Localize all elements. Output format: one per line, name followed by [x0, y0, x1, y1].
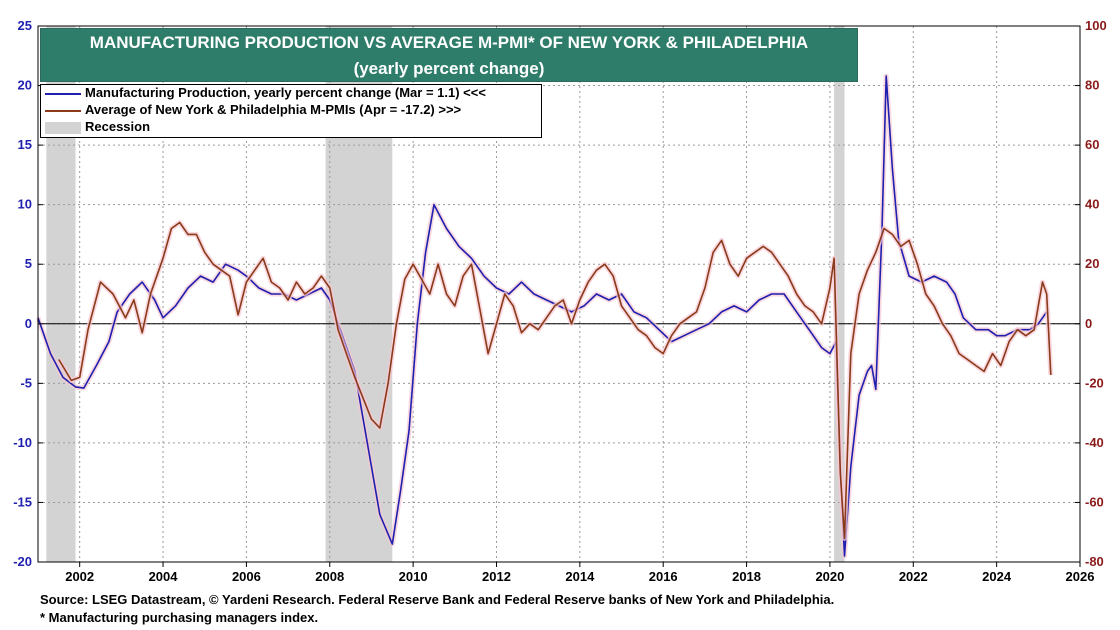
right-tick-label: 20 — [1085, 256, 1099, 271]
chart-title: MANUFACTURING PRODUCTION VS AVERAGE M-PM… — [89, 33, 809, 52]
footnote: * Manufacturing purchasing managers inde… — [40, 610, 319, 625]
legend-item-production: Manufacturing Production, yearly percent… — [41, 85, 541, 103]
x-tick-label: 2016 — [649, 569, 678, 584]
left-axis-ticks: -20 -15 -10 -5 0 5 10 15 20 25 — [13, 18, 43, 569]
chart-title-box: MANUFACTURING PRODUCTION VS AVERAGE M-PM… — [40, 28, 858, 82]
x-tick-label: 2004 — [149, 569, 179, 584]
x-tick-label: 2022 — [899, 569, 928, 584]
x-tick-label: 2018 — [732, 569, 761, 584]
chart-subtitle: (yearly percent change) — [353, 59, 545, 78]
right-tick-label: -60 — [1085, 494, 1104, 509]
right-tick-label: 40 — [1085, 197, 1099, 212]
pmi-line — [58, 221, 1052, 539]
legend-swatch-recession — [45, 122, 81, 134]
legend-item-recession: Recession — [41, 119, 541, 137]
left-tick-label: 5 — [25, 256, 32, 271]
right-tick-label: 100 — [1085, 18, 1107, 33]
x-tick-label: 2024 — [982, 569, 1012, 584]
right-axis-ticks: -80 -60 -40 -20 0 20 40 60 80 100 — [1075, 18, 1107, 569]
legend-label-pmi: Average of New York & Philadelphia M-PMI… — [85, 102, 462, 117]
x-tick-label: 2014 — [565, 569, 595, 584]
series-lines — [35, 73, 1054, 559]
legend-label-recession: Recession — [85, 119, 151, 134]
legend-swatch-production — [45, 93, 81, 95]
x-tick-label: 2006 — [232, 569, 261, 584]
right-tick-label: 0 — [1085, 316, 1092, 331]
left-tick-label: 0 — [25, 316, 32, 331]
left-tick-label: 25 — [18, 18, 32, 33]
plot-frame — [37, 25, 1081, 563]
left-tick-label: -5 — [20, 375, 32, 390]
x-tick-label: 2026 — [1066, 569, 1095, 584]
right-tick-label: -80 — [1085, 554, 1104, 569]
x-tick-label: 2008 — [315, 569, 344, 584]
source-note: Source: LSEG Datastream, © Yardeni Resea… — [40, 592, 835, 607]
x-axis-ticks: 2002 2004 2006 2008 2010 2012 2014 2016 2018 2020… — [65, 562, 1094, 584]
legend-label-production: Manufacturing Production, yearly percent… — [85, 85, 486, 100]
legend: Manufacturing Production, yearly percent… — [40, 84, 542, 138]
left-tick-label: -15 — [13, 494, 32, 509]
right-tick-label: -20 — [1085, 375, 1104, 390]
x-tick-label: 2002 — [65, 569, 94, 584]
x-tick-label: 2010 — [399, 569, 428, 584]
left-tick-label: -20 — [13, 554, 32, 569]
left-tick-label: 15 — [18, 137, 32, 152]
recession-band-2 — [834, 26, 845, 562]
right-tick-label: -40 — [1085, 435, 1104, 450]
x-tick-label: 2020 — [815, 569, 844, 584]
right-tick-label: 80 — [1085, 78, 1099, 93]
left-tick-label: 10 — [18, 197, 32, 212]
legend-swatch-pmi — [45, 110, 81, 112]
legend-item-pmi: Average of New York & Philadelphia M-PMI… — [41, 102, 541, 120]
left-tick-label: -10 — [13, 435, 32, 450]
right-tick-label: 60 — [1085, 137, 1099, 152]
left-tick-label: 20 — [18, 78, 32, 93]
x-tick-label: 2012 — [482, 569, 511, 584]
